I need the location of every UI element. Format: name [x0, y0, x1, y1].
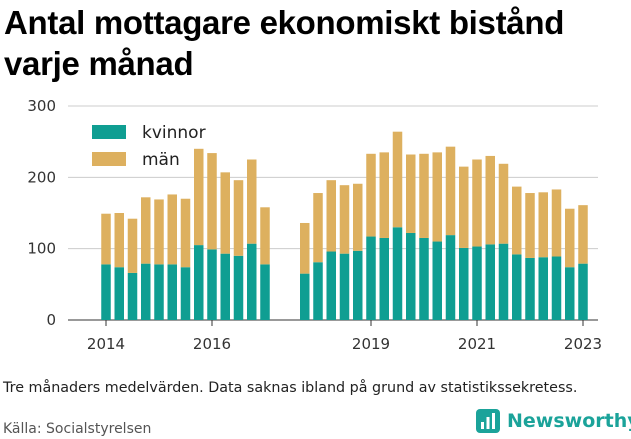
bar-kvinnor: [127, 272, 138, 320]
bar-kvinnor: [538, 257, 548, 320]
bar-man: [300, 222, 310, 274]
bar-kvinnor: [379, 237, 389, 320]
bar-man: [114, 213, 124, 268]
y-tick-label: 300: [27, 97, 56, 115]
bar-kvinnor: [141, 263, 151, 320]
bar-man: [565, 208, 575, 268]
bar-kvinnor: [167, 264, 177, 320]
y-tick-label: 0: [46, 311, 56, 329]
legend-swatch: [92, 152, 126, 166]
bar-man: [578, 205, 588, 264]
legend-swatch: [92, 125, 126, 139]
bar-man: [485, 155, 495, 245]
bar-chart-icon: [476, 409, 500, 433]
bar-man: [392, 131, 403, 228]
bar-kvinnor: [233, 255, 244, 320]
y-tick-label: 100: [27, 240, 56, 258]
bar-kvinnor: [419, 237, 429, 320]
bar-man: [154, 199, 164, 265]
legend-label: män: [142, 150, 180, 170]
bar-man: [101, 213, 111, 265]
bar-man: [353, 183, 363, 251]
bar-man: [379, 152, 389, 238]
brand-name: Newsworthy: [507, 410, 631, 432]
bar-man: [525, 193, 535, 258]
bar-man: [247, 159, 257, 244]
bar-kvinnor: [300, 273, 310, 320]
bar-kvinnor: [260, 264, 270, 320]
bar-man: [419, 153, 429, 238]
bar-kvinnor: [485, 244, 495, 320]
source-text: Källa: Socialstyrelsen: [3, 421, 152, 437]
bar-man: [445, 146, 456, 236]
bar-man: [220, 172, 230, 254]
bar-kvinnor: [498, 243, 509, 320]
bar-kvinnor: [551, 256, 562, 320]
y-axis-ticks: 0 100 200 300: [27, 97, 56, 329]
bar-kvinnor: [525, 257, 535, 320]
bar-man: [538, 192, 548, 258]
bar-man: [551, 189, 562, 257]
bar-kvinnor: [180, 267, 191, 320]
x-tick-label: 2016: [193, 335, 231, 353]
bar-kvinnor: [114, 267, 124, 320]
bar-kvinnor: [512, 254, 522, 320]
x-tick-label: 2014: [87, 335, 125, 353]
bar-man: [180, 198, 191, 268]
bar-man: [459, 166, 469, 248]
bar-kvinnor: [194, 245, 204, 320]
chart-note: Tre månaders medelvärden. Data saknas ib…: [3, 380, 578, 396]
bar-man: [472, 159, 482, 247]
bar-man: [260, 207, 270, 265]
bar-man: [512, 186, 522, 255]
bar-man: [141, 197, 151, 264]
bar-kvinnor: [101, 264, 111, 320]
bar-man: [326, 180, 336, 252]
bar-kvinnor: [326, 251, 336, 320]
bar-man: [366, 153, 376, 237]
bar-kvinnor: [353, 250, 363, 320]
legend-label: kvinnor: [142, 123, 206, 143]
bar-man: [432, 152, 442, 242]
x-tick-label: 2023: [564, 335, 602, 353]
bar-man: [233, 180, 244, 256]
bar-kvinnor: [472, 246, 482, 320]
x-tick-label: 2019: [352, 335, 390, 353]
x-axis: 2014 2016 2019 2021 2023: [87, 320, 602, 353]
bar-kvinnor: [366, 236, 376, 320]
bar-kvinnor: [432, 241, 442, 320]
y-tick-label: 200: [27, 168, 56, 186]
bar-man: [313, 193, 323, 263]
bar-man: [194, 148, 204, 246]
chart-title: Antal mottagare ekonomiskt bistånd varje…: [4, 4, 565, 82]
legend: kvinnor män: [92, 123, 206, 170]
bar-man: [167, 194, 177, 265]
bar-kvinnor: [154, 264, 164, 320]
bar-kvinnor: [207, 249, 217, 320]
bar-kvinnor: [220, 253, 230, 320]
bar-kvinnor: [392, 227, 403, 320]
bar-kvinnor: [565, 267, 575, 320]
bar-kvinnor: [459, 247, 469, 320]
bar-kvinnor: [339, 253, 350, 320]
bar-man: [339, 185, 350, 254]
bar-kvinnor: [445, 235, 456, 320]
bar-man: [498, 163, 509, 244]
bar-kvinnor: [406, 232, 416, 320]
x-tick-label: 2021: [458, 335, 496, 353]
bar-kvinnor: [247, 243, 257, 320]
bar-kvinnor: [578, 263, 588, 320]
bar-kvinnor: [313, 262, 323, 320]
bar-man: [127, 218, 138, 273]
bar-man: [207, 153, 217, 250]
bar-man: [406, 154, 416, 233]
bars: [101, 131, 588, 320]
newsworthy-logo[interactable]: Newsworthy: [475, 408, 631, 434]
